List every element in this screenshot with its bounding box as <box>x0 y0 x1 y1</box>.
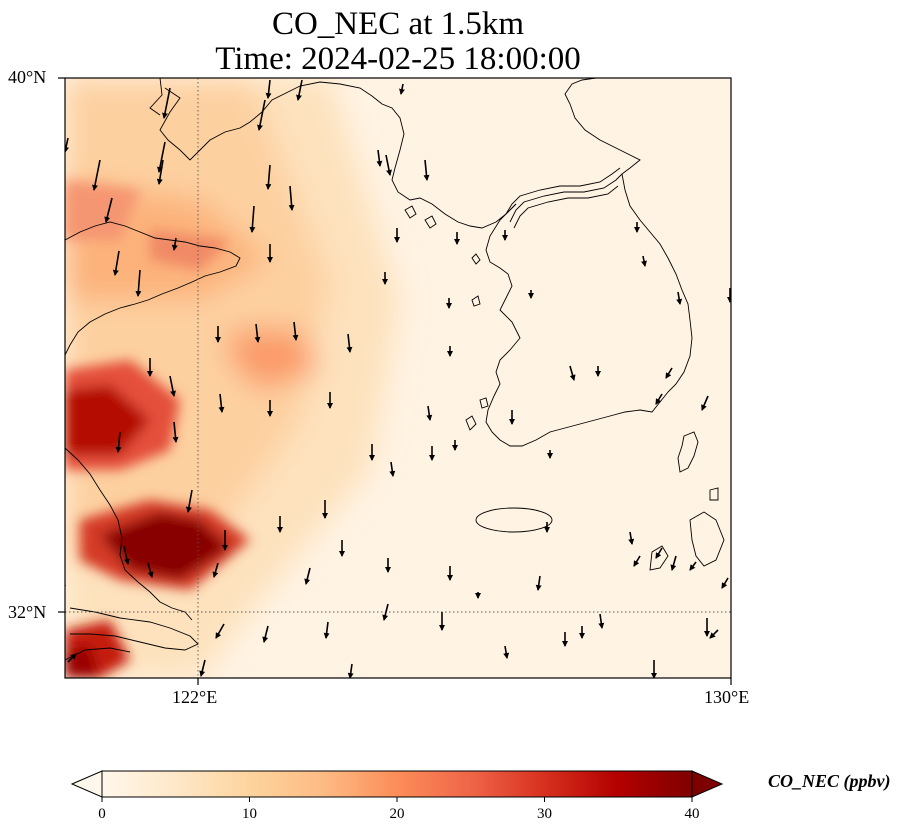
wind-vector <box>292 321 299 341</box>
wind-vector <box>655 547 663 559</box>
wind-vector <box>399 83 405 95</box>
wind-vector <box>665 367 673 379</box>
wind-vector <box>423 159 430 181</box>
wind-vectors <box>65 79 731 678</box>
wind-vector <box>135 269 142 297</box>
lat-label-32n: 32°N <box>8 602 47 622</box>
wind-vector <box>162 87 171 119</box>
wind-vector <box>535 575 542 591</box>
wind-vector <box>304 567 311 585</box>
wind-vector <box>147 562 154 578</box>
wind-vector <box>670 555 677 571</box>
wind-vector <box>323 621 330 639</box>
colorbar-tick-40: 40 <box>684 806 700 822</box>
wind-vector <box>104 197 113 223</box>
wind-vector <box>212 562 219 578</box>
wind-vector <box>389 461 396 477</box>
wind-vector <box>262 625 269 643</box>
wind-vector <box>156 159 164 185</box>
wind-vector <box>112 250 120 276</box>
wind-vector <box>701 395 709 411</box>
wind-vector <box>676 291 683 305</box>
axis-ticks <box>58 77 732 685</box>
wind-vector <box>92 159 101 191</box>
colorbar-tick-20: 20 <box>389 806 405 822</box>
concentration-field <box>65 78 731 678</box>
wind-vector <box>288 185 295 211</box>
wind-vector <box>185 489 193 513</box>
wind-vector <box>115 431 122 453</box>
colorbar-tick-0: 0 <box>98 806 106 822</box>
wind-vector <box>382 603 389 621</box>
gridlines <box>65 78 731 678</box>
wind-vector <box>265 164 272 190</box>
wind-vector <box>199 659 206 677</box>
wind-vector <box>385 154 392 176</box>
wind-vector <box>67 653 77 663</box>
wind-vector <box>265 79 272 99</box>
map-title-line1: CO_NEC at 1.5km <box>271 6 525 42</box>
colorbar-tick-30: 30 <box>537 806 552 822</box>
coastlines <box>65 78 725 661</box>
wind-vector <box>215 623 225 639</box>
lon-label-122e: 122°E <box>172 687 218 707</box>
wind-vector <box>249 205 256 233</box>
wind-vector <box>569 365 576 381</box>
colorbar-label: CO_NEC (ppbv) <box>768 771 891 791</box>
wind-vector <box>503 645 510 659</box>
wind-vector <box>347 663 354 678</box>
wind-vector <box>376 149 383 167</box>
wind-vector <box>721 577 729 589</box>
wind-vector <box>172 421 179 443</box>
wind-vector <box>123 545 130 565</box>
wind-vector <box>218 393 225 413</box>
wind-vector <box>169 375 176 397</box>
wind-vector <box>296 79 303 101</box>
wind-vector <box>346 333 353 353</box>
map-title-line2: Time: 2024-02-25 18:00:00 <box>215 41 581 77</box>
wind-vector <box>689 561 697 571</box>
lat-label-40n: 40°N <box>8 67 47 87</box>
wind-vector <box>171 237 178 251</box>
wind-vector <box>426 405 433 421</box>
wind-vector <box>254 323 261 343</box>
wind-vector <box>598 613 605 629</box>
wind-vector <box>628 531 635 545</box>
colorbar-tick-10: 10 <box>242 806 257 822</box>
wind-vector <box>655 393 663 405</box>
lon-label-130e: 130°E <box>704 687 750 707</box>
wind-vector <box>257 99 266 131</box>
wind-vector <box>157 141 166 173</box>
wind-vector <box>641 255 647 267</box>
colorbar <box>70 770 724 802</box>
wind-vector <box>709 629 719 639</box>
map-frame <box>64 77 732 679</box>
wind-vector <box>633 555 641 567</box>
